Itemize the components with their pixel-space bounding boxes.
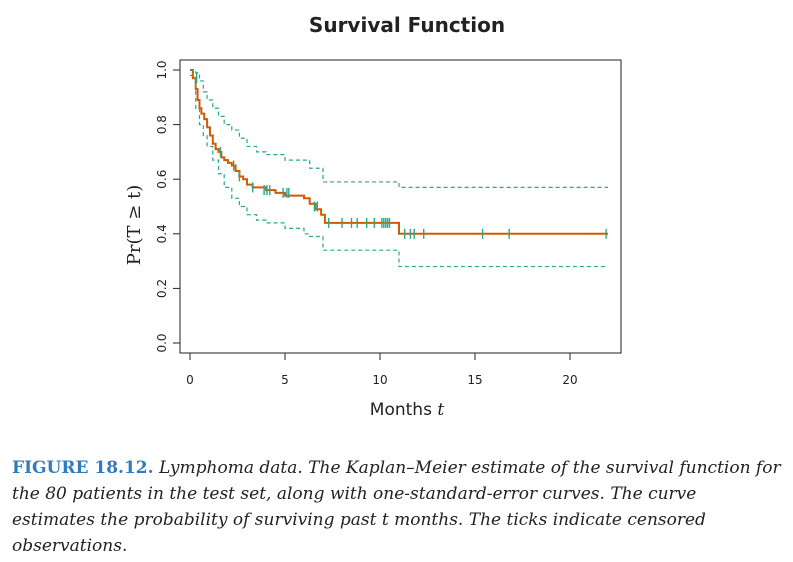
x-tick-label: 10 [372, 373, 387, 387]
censor-marks-layer [195, 73, 607, 239]
plot-frame [179, 59, 622, 354]
x-axis: 0 5 10 15 20 [186, 352, 578, 387]
y-tick-label: 1.0 [155, 60, 169, 79]
x-tick-label: 15 [467, 373, 482, 387]
lower-curve [190, 74, 608, 268]
upper-curve [190, 69, 608, 188]
estimate-curve [190, 69, 608, 235]
y-axis-label: Pr(T ≥ t) [124, 185, 145, 266]
chart-title: Survival Function [309, 13, 505, 37]
y-tick-label: 0.4 [155, 224, 169, 243]
y-tick-label: 0.6 [155, 170, 169, 189]
y-tick-label: 0.2 [155, 279, 169, 298]
y-tick-label: 0.8 [155, 115, 169, 134]
figure-caption: FIGURE 18.12. Lymphoma data. The Kaplan–… [12, 455, 782, 559]
x-axis-label: Months t [370, 400, 445, 420]
x-tick-label: 5 [281, 373, 289, 387]
x-tick-label: 0 [186, 373, 194, 387]
survival-chart: Survival Function 0 5 10 15 20 0.00.20.40.60… [124, 13, 622, 420]
curves-layer [190, 69, 608, 268]
y-tick-label: 0.0 [155, 333, 169, 352]
x-tick-label: 20 [562, 373, 577, 387]
caption-text: Lymphoma data. The Kaplan–Meier estimate… [12, 458, 781, 556]
figure-label: FIGURE 18.12. [12, 458, 154, 478]
y-axis: 0.0 0.2 0.4 0.6 0.8 1.0 [155, 60, 181, 353]
